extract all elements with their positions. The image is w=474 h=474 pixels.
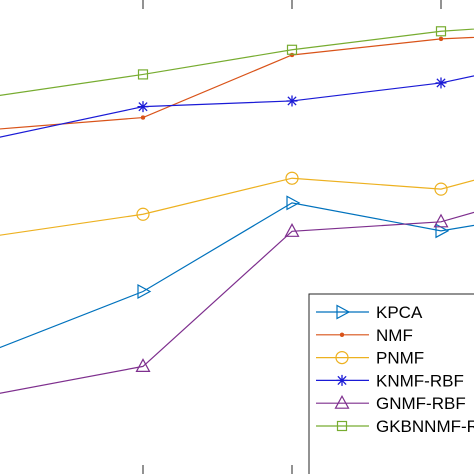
series-line-gnmf-rbf	[0, 211, 474, 394]
series-line-gkbnnmf-rbf	[0, 28, 474, 96]
data-point-knmf-rbf-3	[286, 95, 298, 107]
data-point-pnmf-2	[136, 207, 150, 221]
data-point-kpca-4	[435, 223, 450, 239]
legend-item-gnmf-rbf: GNMF-RBF	[316, 394, 466, 413]
series-line-pnmf	[0, 177, 474, 236]
series-line-kpca	[0, 202, 474, 349]
data-point-gnmf-rbf-3	[284, 223, 300, 237]
legend-marker-pnmf	[335, 351, 349, 365]
legend-label: GNMF-RBF	[376, 394, 466, 413]
data-point-kpca-3	[286, 195, 301, 211]
legend-marker-gnmf-rbf	[334, 394, 350, 409]
legend-label: NMF	[376, 326, 413, 345]
data-point-gkbnnmf-rbf-2	[137, 69, 149, 80]
legend-label: KNMF-RBF	[376, 371, 464, 390]
data-point-nmf-2	[140, 115, 146, 120]
legend-label: KPCA	[376, 303, 423, 322]
legend-item-kpca: KPCA	[316, 303, 423, 322]
legend-item-pnmf: PNMF	[316, 349, 424, 368]
data-point-pnmf-4	[434, 182, 448, 196]
legend-marker-kpca	[336, 304, 351, 320]
data-point-gnmf-rbf-4	[433, 213, 449, 228]
legend-marker-nmf	[339, 332, 345, 338]
legend-label: PNMF	[376, 349, 424, 368]
data-point-gkbnnmf-rbf-3	[286, 44, 298, 55]
legend-marker-gkbnnmf-rbf	[336, 420, 348, 432]
data-point-pnmf-3	[285, 171, 299, 185]
legend-item-gkbnnmf-rbf: GKBNNMF-RBF	[316, 417, 474, 436]
legend-marker-knmf-rbf	[336, 374, 348, 386]
data-point-nmf-4	[438, 36, 444, 42]
data-point-kpca-2	[137, 284, 152, 300]
data-point-knmf-rbf-2	[137, 101, 149, 113]
series-markers	[135, 26, 450, 373]
legend-item-nmf: NMF	[316, 326, 413, 345]
data-point-knmf-rbf-4	[435, 77, 447, 89]
legend: KPCA NMF PNMF KNMF-RBF GNMF-RBF GKBNNMF-RBF	[308, 293, 474, 474]
legend-box	[308, 293, 474, 474]
data-point-nmf-3	[289, 52, 295, 58]
legend-item-knmf-rbf: KNMF-RBF	[316, 371, 464, 390]
legend-label: GKBNNMF-RBF	[376, 417, 474, 436]
data-point-gnmf-rbf-2	[135, 358, 151, 373]
data-point-gkbnnmf-rbf-4	[435, 26, 447, 37]
